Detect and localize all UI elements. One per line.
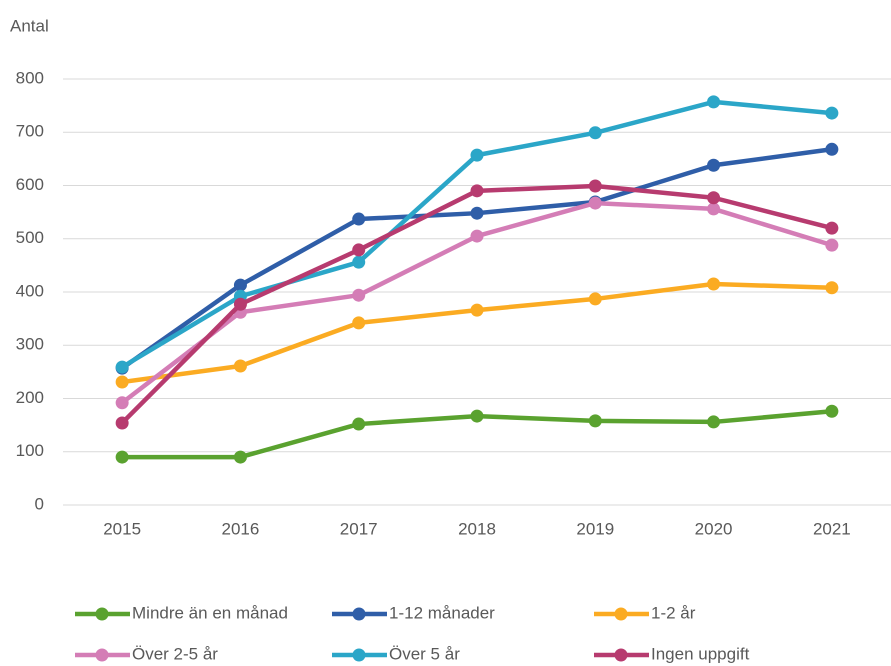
- y-tick-label: 700: [16, 122, 44, 141]
- legend-label: 1-12 månader: [389, 603, 495, 622]
- x-tick-label: 2020: [695, 519, 733, 538]
- data-point: [707, 415, 721, 429]
- data-point: [707, 202, 721, 216]
- x-tick-label: 2021: [813, 519, 851, 538]
- data-point: [707, 277, 721, 291]
- legend-marker: [95, 648, 109, 662]
- x-tick-label: 2018: [458, 519, 496, 538]
- data-point: [470, 148, 484, 162]
- series-line: [120, 147, 833, 370]
- data-point: [233, 359, 247, 373]
- data-point: [115, 396, 129, 410]
- data-point: [115, 375, 129, 389]
- x-tick-label: 2016: [222, 519, 260, 538]
- data-point: [352, 255, 366, 269]
- data-point: [233, 278, 247, 292]
- data-point: [825, 404, 839, 418]
- legend-label: Mindre än en månad: [132, 603, 288, 622]
- data-point: [352, 316, 366, 330]
- data-point: [115, 360, 129, 374]
- data-point: [115, 416, 129, 430]
- y-tick-label: 800: [16, 68, 44, 87]
- y-axis-label: Antal: [10, 16, 49, 35]
- y-tick-label: 0: [35, 494, 44, 513]
- data-point: [233, 450, 247, 464]
- legend-item: Över 2-5 år: [75, 644, 218, 663]
- data-point: [470, 229, 484, 243]
- data-point: [707, 191, 721, 205]
- y-tick-label: 200: [16, 388, 44, 407]
- legend-marker: [614, 607, 628, 621]
- data-point: [352, 417, 366, 431]
- legend-marker: [95, 607, 109, 621]
- data-point: [470, 303, 484, 317]
- data-point: [588, 179, 602, 193]
- x-tick-label: 2017: [340, 519, 378, 538]
- data-point: [352, 212, 366, 226]
- legend-item: Mindre än en månad: [75, 603, 288, 622]
- y-tick-label: 300: [16, 335, 44, 354]
- y-tick-label: 400: [16, 281, 44, 300]
- y-tick-label: 600: [16, 175, 44, 194]
- data-point: [588, 196, 602, 210]
- data-point: [352, 288, 366, 302]
- legend-item: 1-2 år: [594, 603, 696, 622]
- legend-label: Ingen uppgift: [651, 644, 750, 663]
- legend-marker: [352, 648, 366, 662]
- data-point: [825, 281, 839, 295]
- data-point: [470, 184, 484, 198]
- data-point: [707, 158, 721, 172]
- x-tick-label: 2015: [103, 519, 141, 538]
- data-point: [470, 409, 484, 423]
- legend-marker: [352, 607, 366, 621]
- series-line: [121, 281, 832, 385]
- legend-label: 1-2 år: [651, 603, 696, 622]
- data-point: [588, 292, 602, 306]
- data-point: [825, 142, 839, 156]
- data-point: [115, 450, 129, 464]
- data-point: [825, 106, 839, 120]
- legend-item: 1-12 månader: [332, 603, 495, 622]
- data-point: [588, 414, 602, 428]
- legend-item: Över 5 år: [332, 644, 460, 663]
- data-point: [707, 95, 721, 109]
- data-point: [233, 297, 247, 311]
- data-point: [352, 243, 366, 257]
- y-tick-label: 500: [16, 228, 44, 247]
- legend-label: Över 5 år: [389, 644, 460, 663]
- legend-label: Över 2-5 år: [132, 644, 218, 663]
- x-tick-label: 2019: [576, 519, 614, 538]
- y-tick-label: 100: [16, 441, 44, 460]
- legend-marker: [614, 648, 628, 662]
- data-point: [588, 126, 602, 140]
- data-point: [825, 238, 839, 252]
- data-point: [470, 206, 484, 220]
- legend-item: Ingen uppgift: [594, 644, 750, 663]
- data-point: [825, 221, 839, 235]
